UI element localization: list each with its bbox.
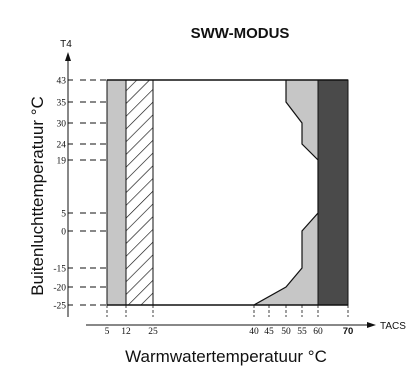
x-tick-label-45: 45 [264,327,274,337]
y-tick-labels: 43 35 30 24 19 5 0 -15 -20 -25 [53,77,66,312]
y-tick-label--20: -20 [53,284,66,294]
x-tick-label-60: 60 [313,327,323,337]
y-tick-label-30: 30 [57,120,67,130]
y-tick-label-0: 0 [61,228,66,238]
x-tick-label-70: 70 [343,326,354,337]
y-tick-label--25: -25 [53,302,66,312]
x-axis-name: TACS [380,321,406,332]
chart-title: SWW-MODUS [191,25,290,42]
y-axis-name: T4 [60,39,72,50]
y-axis-arrow [65,52,71,61]
dark-band-right [317,79,349,306]
heat-pump-limit-area [254,80,318,305]
x-tick-label-12: 12 [121,327,131,337]
curve-layer [253,80,319,306]
y-tick-label-24: 24 [57,141,67,151]
x-tick-label-50: 50 [281,327,291,337]
light-band-left [106,79,127,306]
x-axis-arrow [367,322,376,328]
x-tick-label-40: 40 [249,327,259,337]
hatched-band [125,79,154,306]
x-tick-labels: 5 12 25 40 45 50 55 60 70 [105,326,354,337]
y-tick-label-43: 43 [57,77,67,87]
y-tick-label-19: 19 [57,157,67,167]
y-axis-label: Buitenluchttemperatuur °C [28,96,47,296]
axis-layer [65,52,376,328]
x-tick-label-55: 55 [297,327,307,337]
x-axis-label: Warmwatertemperatuur °C [125,347,327,366]
y-tick-label-5: 5 [61,210,66,220]
y-tick-label-35: 35 [57,99,67,109]
x-tick-label-5: 5 [105,327,110,337]
grid-layer [80,79,349,317]
y-tick-label--15: -15 [53,265,66,275]
x-tick-label-25: 25 [148,327,158,337]
